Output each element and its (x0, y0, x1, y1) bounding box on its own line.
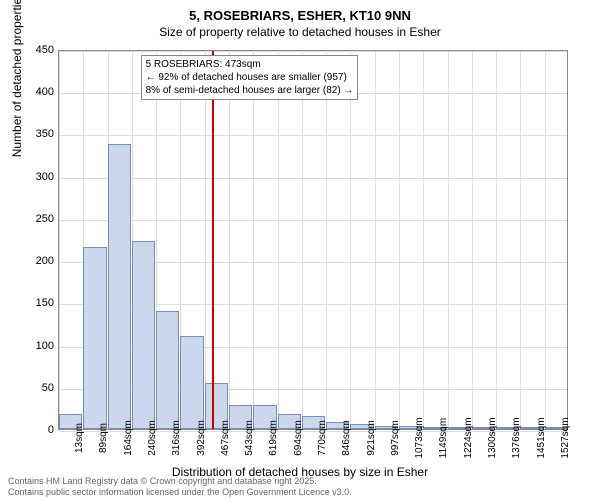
y-tick: 100 (14, 340, 54, 352)
y-tick: 300 (14, 171, 54, 183)
x-tick: 89sqm (98, 423, 109, 453)
histogram-bar (156, 311, 179, 429)
x-tick: 316sqm (171, 420, 182, 456)
histogram-bar (108, 144, 131, 429)
x-tick: 1073sqm (414, 417, 425, 458)
gridline-v (545, 51, 546, 429)
gridline-v (253, 51, 254, 429)
gridline-h (59, 135, 567, 136)
gridline-v (448, 51, 449, 429)
x-tick: 694sqm (293, 420, 304, 456)
gridline-v (278, 51, 279, 429)
gridline-v (520, 51, 521, 429)
x-tick: 240sqm (147, 420, 158, 456)
gridline-h (59, 51, 567, 52)
x-tick: 543sqm (244, 420, 255, 456)
reference-line (212, 51, 214, 429)
gridline-h (59, 220, 567, 221)
gridline-v (399, 51, 400, 429)
y-tick: 150 (14, 297, 54, 309)
x-tick: 921sqm (366, 420, 377, 456)
y-tick: 250 (14, 213, 54, 225)
annotation-line: ← 92% of detached houses are smaller (95… (146, 71, 354, 84)
footnote-line2: Contains public sector information licen… (8, 487, 352, 498)
chart-subtitle: Size of property relative to detached ho… (0, 23, 600, 39)
y-tick: 200 (14, 255, 54, 267)
x-tick: 392sqm (196, 420, 207, 456)
annotation-line: 5 ROSEBRIARS: 473sqm (146, 58, 354, 71)
histogram-bar (132, 241, 155, 429)
x-tick: 1224sqm (463, 417, 474, 458)
y-tick: 400 (14, 86, 54, 98)
plot-area: 5 ROSEBRIARS: 473sqm← 92% of detached ho… (58, 50, 568, 430)
y-tick: 0 (14, 424, 54, 436)
x-tick: 1376sqm (511, 417, 522, 458)
gridline-h (59, 178, 567, 179)
y-tick: 350 (14, 128, 54, 140)
x-tick: 164sqm (123, 420, 134, 456)
annotation-line: 8% of semi-detached houses are larger (8… (146, 84, 354, 97)
x-tick: 1149sqm (438, 418, 449, 458)
x-tick: 997sqm (390, 420, 401, 456)
gridline-v (496, 51, 497, 429)
x-tick: 1527sqm (560, 417, 571, 458)
gridline-v (326, 51, 327, 429)
gridline-v (205, 51, 206, 429)
y-tick: 50 (14, 382, 54, 394)
annotation-box: 5 ROSEBRIARS: 473sqm← 92% of detached ho… (141, 55, 359, 100)
gridline-v (229, 51, 230, 429)
footnote-line1: Contains HM Land Registry data © Crown c… (8, 476, 352, 487)
x-tick: 770sqm (317, 420, 328, 456)
footnote: Contains HM Land Registry data © Crown c… (8, 476, 352, 498)
x-tick: 846sqm (341, 420, 352, 456)
gridline-v (350, 51, 351, 429)
chart-title: 5, ROSEBRIARS, ESHER, KT10 9NN (0, 0, 600, 23)
x-tick: 1300sqm (487, 417, 498, 458)
histogram-bar (180, 336, 203, 429)
histogram-bar (83, 247, 106, 429)
x-tick: 619sqm (268, 420, 279, 456)
x-tick: 13sqm (74, 423, 85, 453)
gridline-v (59, 51, 60, 429)
gridline-v (472, 51, 473, 429)
gridline-v (423, 51, 424, 429)
gridline-v (302, 51, 303, 429)
x-tick: 467sqm (220, 420, 231, 456)
x-tick: 1451sqm (536, 417, 547, 458)
gridline-v (375, 51, 376, 429)
y-tick: 450 (14, 44, 54, 56)
